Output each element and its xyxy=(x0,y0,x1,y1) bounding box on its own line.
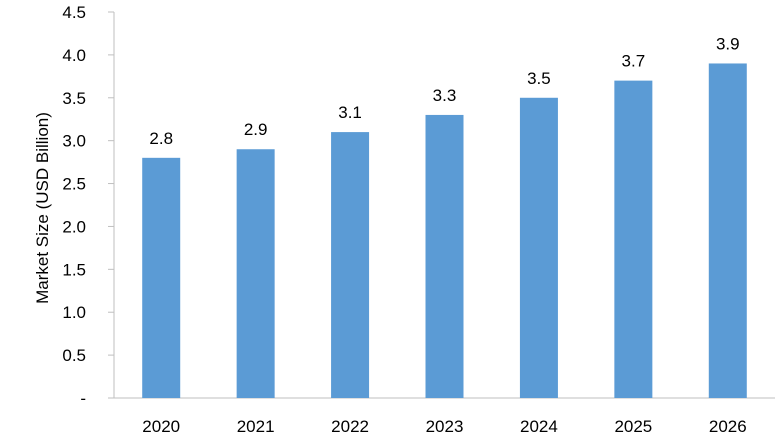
x-tick-labels: 2020 2021 2022 2023 2024 2025 2026 xyxy=(142,417,746,436)
data-label: 2.8 xyxy=(149,129,173,148)
y-tick-label: 4.5 xyxy=(62,3,86,22)
y-tick-label: 1.5 xyxy=(62,260,86,279)
bar xyxy=(425,114,464,398)
y-axis-title: Market Size (USD Billion) xyxy=(33,112,52,304)
bar xyxy=(236,149,275,398)
x-tick-label: 2025 xyxy=(614,417,652,436)
data-label: 2.9 xyxy=(244,120,268,139)
bar xyxy=(142,157,181,398)
y-tick-label: 4.0 xyxy=(62,46,86,65)
data-label: 3.9 xyxy=(716,34,740,53)
bar xyxy=(614,80,653,398)
bar xyxy=(331,132,370,399)
x-tick-label: 2022 xyxy=(331,417,369,436)
data-labels: 2.8 2.9 3.1 3.3 3.5 3.7 3.9 xyxy=(149,34,739,147)
y-tick-label: 2.0 xyxy=(62,217,86,236)
bar xyxy=(519,97,558,399)
x-tick-label: 2023 xyxy=(426,417,464,436)
y-tick-label: 1.0 xyxy=(62,303,86,322)
y-tick-label: 2.5 xyxy=(62,175,86,194)
data-label: 3.1 xyxy=(338,103,362,122)
bars xyxy=(142,63,747,399)
bar xyxy=(708,63,747,398)
data-label: 3.5 xyxy=(527,69,551,88)
x-tick-label: 2020 xyxy=(142,417,180,436)
x-tick-label: 2026 xyxy=(709,417,747,436)
x-tick-label: 2021 xyxy=(237,417,275,436)
data-label: 3.7 xyxy=(622,52,646,71)
y-axis-title-group: Market Size (USD Billion) xyxy=(33,112,52,304)
x-tick-label: 2024 xyxy=(520,417,558,436)
data-label: 3.3 xyxy=(433,86,457,105)
y-tick-labels: - 0.5 1.0 1.5 2.0 2.5 3.0 3.5 4.0 4.5 xyxy=(62,3,86,408)
y-tick-label: 3.0 xyxy=(62,132,86,151)
y-tick-label: 3.5 xyxy=(62,89,86,108)
y-tick-label: 0.5 xyxy=(62,346,86,365)
y-tick-label: - xyxy=(80,389,86,408)
